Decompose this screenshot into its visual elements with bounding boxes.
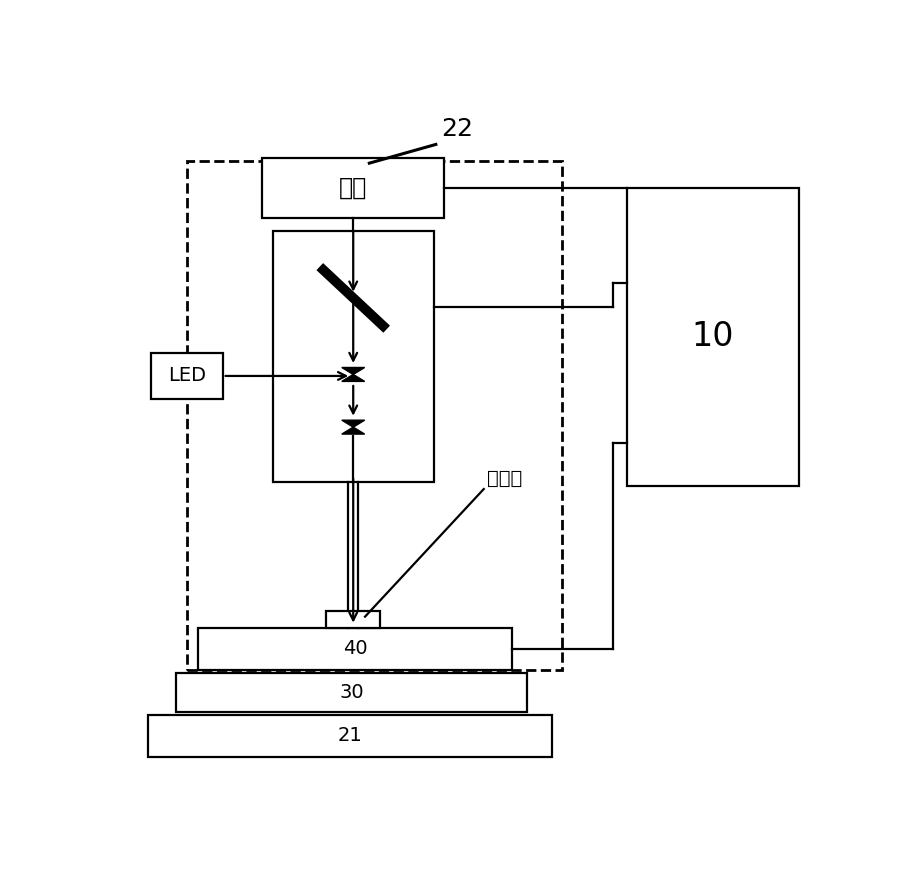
- Text: LED: LED: [168, 367, 206, 386]
- Text: 相机: 相机: [339, 176, 367, 200]
- Polygon shape: [342, 421, 365, 428]
- Text: 被测件: 被测件: [487, 469, 522, 488]
- Text: 21: 21: [337, 726, 362, 746]
- Polygon shape: [342, 368, 365, 375]
- Polygon shape: [342, 428, 365, 434]
- Bar: [148, 715, 552, 757]
- Text: 40: 40: [342, 639, 367, 658]
- Text: 22: 22: [441, 117, 473, 141]
- Bar: [262, 158, 444, 218]
- Text: 10: 10: [691, 321, 734, 354]
- Bar: [176, 673, 527, 712]
- Bar: [272, 231, 434, 482]
- Bar: [151, 353, 222, 399]
- Bar: [198, 627, 512, 670]
- Bar: [627, 188, 798, 486]
- Polygon shape: [342, 375, 365, 381]
- Bar: [327, 611, 380, 627]
- Text: 30: 30: [339, 683, 364, 702]
- Bar: [186, 161, 562, 670]
